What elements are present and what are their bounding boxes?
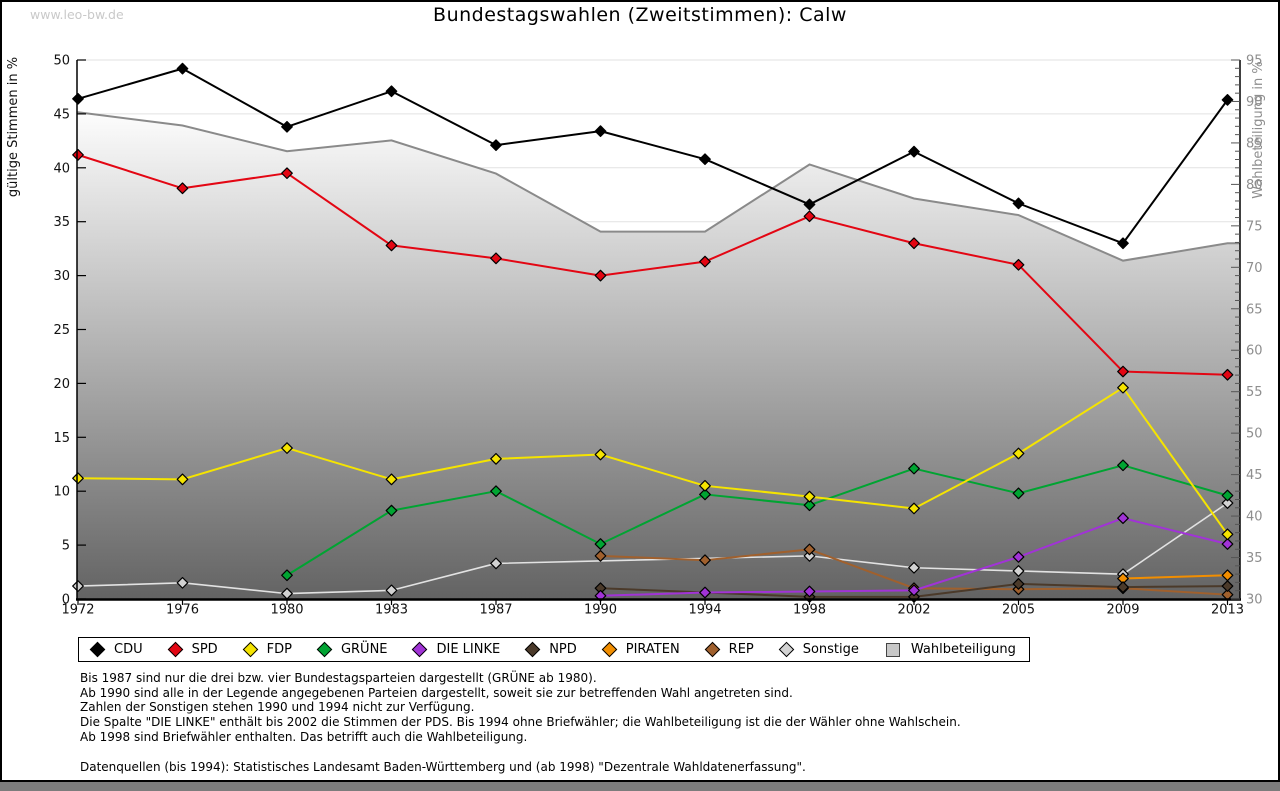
legend-item-fdp: FDP — [242, 641, 292, 658]
chart-title: Bundestagswahlen (Zweitstimmen): Calw — [433, 4, 847, 26]
svg-text:2009: 2009 — [1106, 603, 1139, 618]
svg-text:30: 30 — [53, 269, 70, 284]
svg-text:40: 40 — [1246, 510, 1263, 525]
series-swatch-icon — [89, 641, 106, 658]
legend-label: SPD — [191, 642, 218, 657]
svg-text:gültige Stimmen in %: gültige Stimmen in % — [6, 57, 21, 197]
legend-item-spd: SPD — [167, 641, 218, 658]
bottom-bar — [0, 782, 1280, 791]
svg-text:0: 0 — [62, 593, 70, 608]
series-gr-ne — [281, 459, 1234, 582]
svg-text:2013: 2013 — [1211, 603, 1244, 618]
chart-canvas: 0 5 10 15 20 25 30 35 40 45 50 30 35 40 45 50 55 60 65 70 75… — [6, 54, 1266, 618]
svg-text:90: 90 — [1246, 95, 1263, 110]
svg-text:1987: 1987 — [479, 603, 512, 618]
legend-label: Sonstige — [802, 642, 859, 657]
svg-text:1990: 1990 — [584, 603, 617, 618]
legend-label: FDP — [266, 642, 292, 657]
series-spd — [72, 148, 1234, 381]
turnout-swatch-icon — [885, 642, 900, 657]
svg-text:10: 10 — [53, 485, 70, 500]
site-watermark: www.leo-bw.de — [30, 7, 124, 22]
svg-text:40: 40 — [53, 161, 70, 176]
legend-item-rep: REP — [704, 641, 754, 658]
svg-text:1980: 1980 — [270, 603, 303, 618]
series-cdu — [72, 62, 1234, 250]
svg-text:50: 50 — [1246, 427, 1263, 442]
svg-text:80: 80 — [1246, 178, 1263, 193]
footnote-source: Datenquellen (bis 1994): Statistisches L… — [80, 759, 806, 774]
legend-label: PIRATEN — [625, 642, 680, 657]
legend-item-die-linke: DIE LINKE — [412, 641, 501, 658]
footnote-line: Ab 1998 sind Briefwähler enthalten. Das … — [80, 729, 528, 744]
series-swatch-icon — [316, 641, 333, 658]
footnote-line: Zahlen der Sonstigen stehen 1990 und 199… — [80, 700, 475, 715]
svg-text:1972: 1972 — [61, 603, 94, 618]
series-swatch-icon — [167, 641, 183, 658]
legend-item-cdu: CDU — [89, 641, 143, 658]
series-fdp — [72, 381, 1234, 541]
legend-item-piraten: PIRATEN — [601, 641, 680, 658]
legend-item-sonstige: Sonstige — [778, 641, 859, 658]
legend-label: REP — [728, 642, 754, 657]
footnote-line: Ab 1990 sind alle in der Legende angegeb… — [80, 685, 793, 700]
svg-text:85: 85 — [1246, 136, 1263, 151]
svg-text:2005: 2005 — [1002, 603, 1035, 618]
svg-text:2002: 2002 — [897, 603, 930, 618]
svg-text:Wahlbeteiligung in %: Wahlbeteiligung in % — [1251, 61, 1266, 198]
series-swatch-icon — [601, 641, 618, 658]
svg-text:50: 50 — [53, 54, 70, 69]
svg-text:30: 30 — [1246, 593, 1263, 608]
series-swatch-icon — [242, 641, 258, 658]
legend-label: DIE LINKE — [436, 642, 501, 657]
footnote-line: Bis 1987 sind nur die drei bzw. vier Bun… — [80, 671, 597, 685]
svg-text:60: 60 — [1246, 344, 1263, 359]
legend-item-gr-ne: GRÜNE — [316, 641, 388, 658]
svg-text:1983: 1983 — [375, 603, 408, 618]
svg-text:15: 15 — [53, 431, 70, 446]
turnout-area — [77, 111, 1240, 599]
series-swatch-icon — [778, 641, 794, 658]
legend-label: GRÜNE — [340, 642, 388, 657]
svg-text:75: 75 — [1246, 219, 1263, 234]
series-swatch-icon — [412, 641, 428, 658]
svg-text:55: 55 — [1246, 385, 1263, 400]
legend-item-npd: NPD — [524, 641, 577, 658]
legend-label: NPD — [549, 642, 577, 657]
legend-item-wahlbeteiligung: Wahlbeteiligung — [885, 642, 1016, 657]
svg-text:25: 25 — [53, 323, 70, 338]
svg-text:35: 35 — [53, 215, 70, 230]
legend-label: Wahlbeteiligung — [910, 642, 1016, 657]
footnotes: Bis 1987 sind nur die drei bzw. vier Bun… — [80, 671, 1240, 774]
svg-text:5: 5 — [62, 539, 70, 554]
svg-text:45: 45 — [1246, 468, 1263, 483]
svg-text:35: 35 — [1246, 551, 1263, 566]
series-swatch-icon — [524, 641, 541, 658]
footnote-line: Die Spalte "DIE LINKE" enthält bis 2002 … — [80, 715, 961, 730]
svg-text:70: 70 — [1246, 261, 1263, 276]
svg-text:45: 45 — [53, 107, 70, 122]
legend: CDU SPD FDP GRÜNE DIE LINKE NPD PIRATEN REP Sons… — [78, 637, 1030, 662]
svg-text:1994: 1994 — [688, 603, 721, 618]
svg-text:1998: 1998 — [793, 603, 826, 618]
axes: 0 5 10 15 20 25 30 35 40 45 50 30 35 40 45 50 55 60 65 70 75… — [6, 54, 1266, 618]
svg-text:1976: 1976 — [166, 603, 199, 618]
svg-text:65: 65 — [1246, 302, 1263, 317]
svg-text:20: 20 — [53, 377, 70, 392]
series-die-linke — [594, 512, 1234, 602]
series-swatch-icon — [704, 641, 720, 658]
svg-text:95: 95 — [1246, 54, 1263, 69]
legend-label: CDU — [114, 642, 143, 657]
